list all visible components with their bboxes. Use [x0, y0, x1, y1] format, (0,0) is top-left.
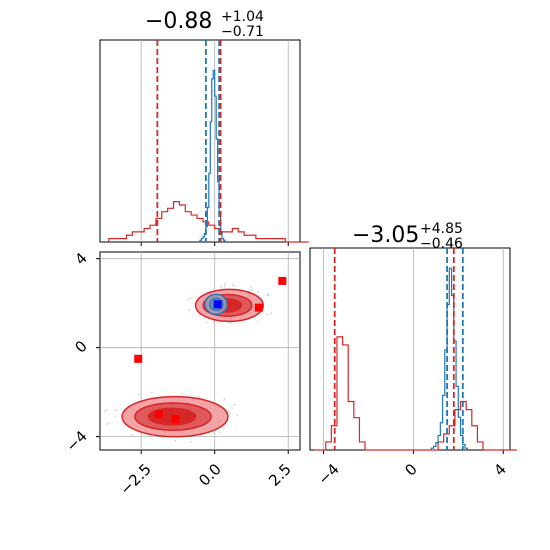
hist2-red-series	[314, 336, 517, 451]
x-tick-label-p1-0: −2.5	[116, 460, 154, 498]
scatter-sample-dot	[213, 320, 215, 322]
y-tick-label-p2-0: −4	[62, 427, 90, 455]
scatter-sample-dot	[267, 293, 269, 295]
scatter-sample-dot	[108, 422, 110, 424]
hist1-red-series	[108, 201, 309, 243]
histogram-param2-panel	[309, 247, 517, 454]
scatter-sample-dot	[233, 285, 236, 287]
x-tick-label-p2-1: 0	[401, 460, 420, 479]
marker-red-0	[278, 276, 287, 285]
scatter-sample-dot	[230, 322, 233, 324]
marker-red-1	[254, 303, 263, 312]
title-p1-upper: +1.04	[221, 9, 264, 25]
scatter-sample-dot	[106, 408, 108, 411]
scatter-sample-dot	[233, 404, 236, 406]
title-p2-value: −3.05	[352, 223, 419, 248]
scatter-sample-dot	[150, 391, 153, 394]
scatter-sample-dot	[236, 414, 238, 417]
scatter-sample-dot	[131, 434, 133, 436]
scatter-sample-dot	[189, 297, 192, 299]
marker-blue-5	[213, 300, 222, 309]
scatter-sample-dot	[162, 436, 165, 439]
scatter-sample-dot	[231, 407, 233, 409]
marker-red-4	[171, 414, 179, 423]
scatter-sample-dot	[104, 410, 107, 412]
scatter-sample-dot	[187, 299, 190, 301]
scatter-sample-dot	[219, 285, 222, 288]
scatter-sample-dot	[138, 393, 140, 396]
y-tick-label-p2-1: 0	[71, 337, 90, 356]
histogram-param1-panel	[99, 39, 309, 246]
scatter-sample-dot	[266, 313, 269, 316]
scatter-sample-dot	[105, 423, 108, 425]
title-p1: −0.88	[145, 9, 212, 34]
scatter-sample-dot	[197, 395, 200, 398]
scatter-sample-dot	[256, 321, 259, 323]
scatter-sample-dot	[213, 321, 215, 324]
scatter-sample-dot	[218, 322, 221, 324]
scatter-sample-dot	[114, 415, 116, 418]
x-tick-label-p2-2: 4	[490, 460, 509, 479]
hist2-blue-series	[430, 267, 468, 450]
x-tick-label-p2-0: −4	[314, 460, 342, 488]
scatter-sample-dot	[257, 290, 259, 293]
marker-red-3	[154, 410, 163, 419]
scatter-sample-dot	[250, 285, 252, 288]
scatter-sample-dot	[251, 288, 254, 291]
scatter-sample-dot	[267, 294, 269, 297]
scatter-sample-dot	[205, 321, 208, 324]
scatter-sample-dot	[190, 440, 192, 443]
scatter-contour-panel	[96, 251, 301, 454]
scatter-sample-dot	[270, 312, 272, 315]
scatter-sample-dot	[180, 392, 183, 395]
hist2-frame	[309, 247, 511, 451]
scatter-sample-dot	[219, 431, 221, 433]
title-p2: −3.05	[352, 223, 419, 248]
x-tick-label-p1-1: 0.0	[195, 460, 225, 490]
title-p1-lower: −0.71	[221, 24, 264, 40]
marker-red-2	[134, 354, 143, 363]
scatter-sample-dot	[223, 428, 225, 430]
scatter-sample-dot	[223, 283, 226, 286]
scatter-sample-dot	[223, 285, 226, 288]
title-p1-value: −0.88	[145, 9, 212, 34]
scatter-sample-dot	[174, 439, 177, 442]
hist1-frame	[99, 39, 301, 243]
title-p2-upper: +4.85	[420, 221, 463, 237]
x-tick-label-p1-2: 2.5	[265, 460, 295, 490]
scatter-sample-dot	[188, 309, 190, 311]
scatter-sample-dot	[231, 284, 234, 286]
y-tick-label-p2-2: 4	[71, 249, 90, 268]
scatter-sample-dot	[228, 321, 230, 324]
scatter-sample-dot	[228, 411, 231, 414]
scatter-sample-dot	[115, 408, 118, 411]
scatter-sample-dot	[223, 398, 226, 400]
